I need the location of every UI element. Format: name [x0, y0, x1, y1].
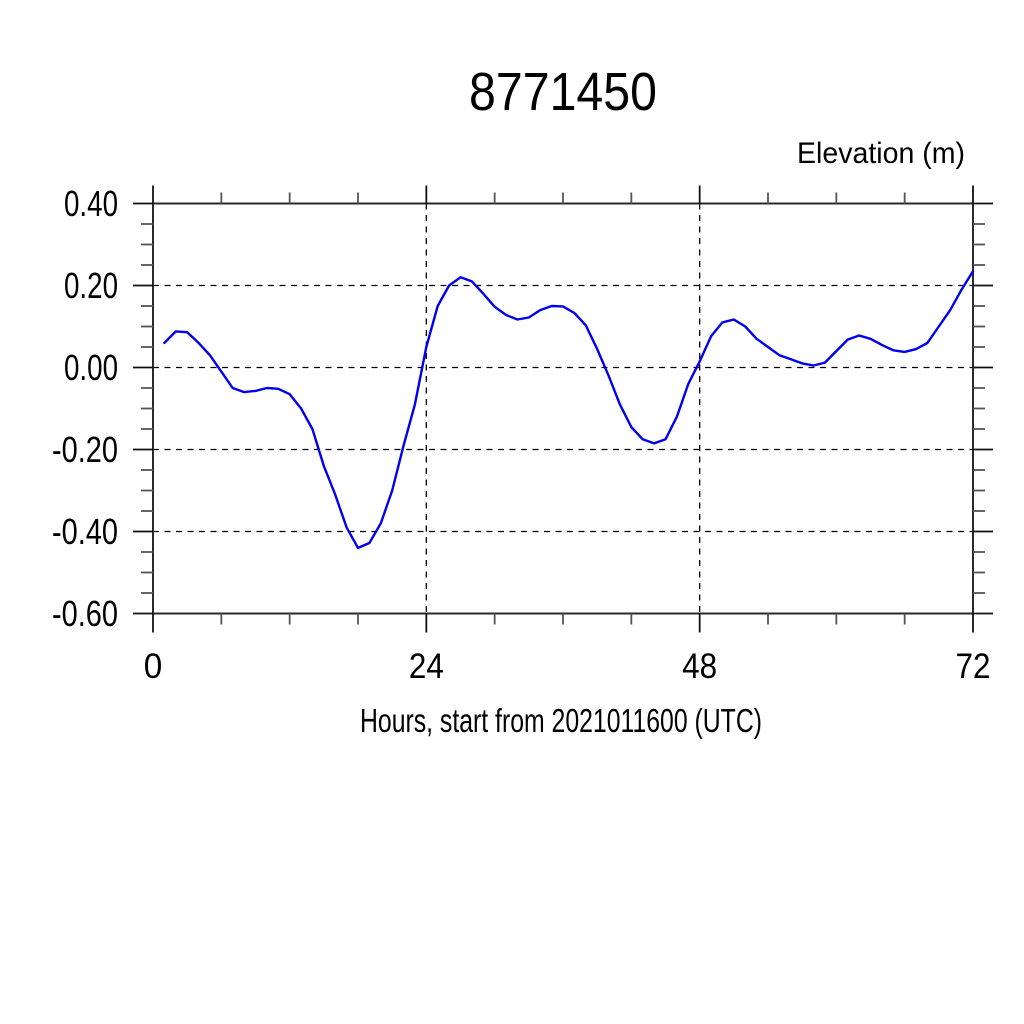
- y-tick-label: 0.00: [64, 347, 118, 388]
- y-tick-label: -0.20: [52, 429, 118, 470]
- y-tick-label: 0.20: [64, 265, 118, 306]
- x-tick-label: 72: [956, 647, 991, 686]
- plot-frame: [152, 202, 974, 615]
- plot-area: 0.40 0.20 0.00 -0.20 -0.40 -0.60 0 24 48 72: [52, 183, 993, 686]
- y-tick-label: -0.40: [52, 511, 118, 552]
- x-axis-label: Hours, start from 2021011600 (UTC): [360, 702, 762, 739]
- x-tick-label: 0: [144, 647, 163, 686]
- right-axis-title: Elevation (m): [797, 137, 965, 170]
- x-tick-label: 48: [682, 647, 717, 686]
- y-tick-label: -0.60: [52, 593, 118, 634]
- y-tick-label: 0.40: [64, 183, 118, 224]
- x-tick-label: 24: [409, 647, 444, 686]
- chart-title: 8771450: [469, 62, 657, 122]
- elevation-line: [163, 270, 975, 550]
